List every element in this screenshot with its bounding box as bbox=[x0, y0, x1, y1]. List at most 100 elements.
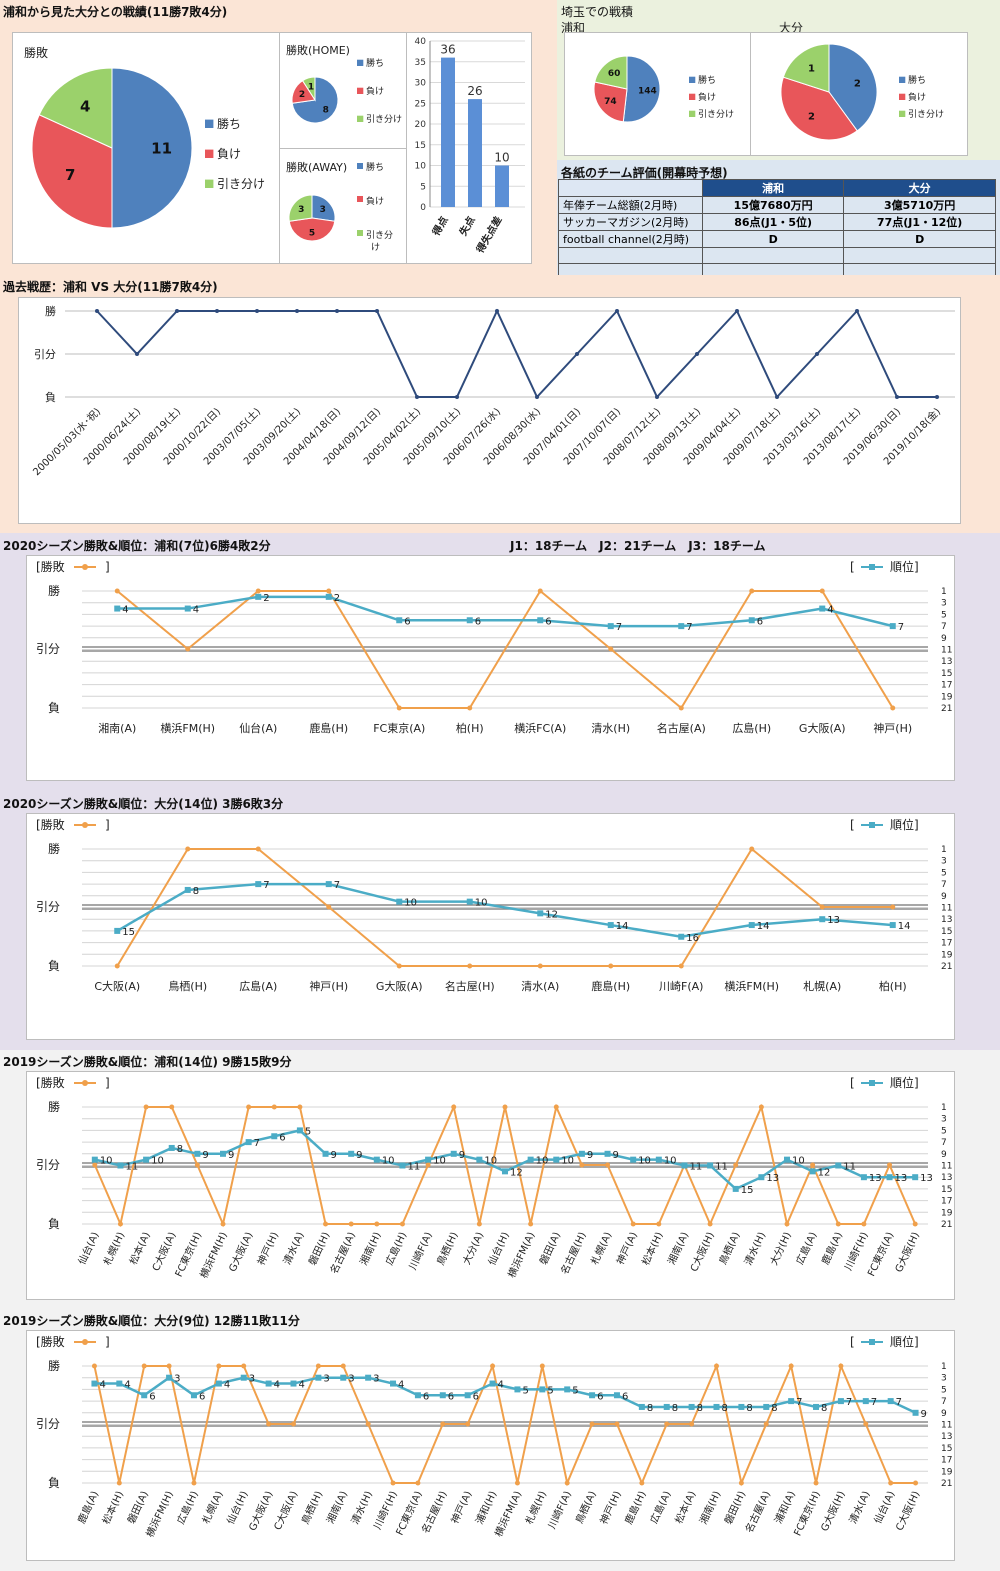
season-rank-point bbox=[116, 1380, 123, 1387]
history-x-label: 2000/05/03(水･祝) bbox=[30, 405, 103, 478]
season-result-point bbox=[266, 1421, 272, 1427]
season-result-point bbox=[913, 1480, 919, 1486]
season-rank-point bbox=[681, 1162, 688, 1169]
overall-legend-item: 勝ち bbox=[217, 116, 241, 131]
saitama-urawa-legend-swatch bbox=[689, 76, 696, 83]
season-rank-tick: 9 bbox=[941, 1150, 947, 1160]
history-point bbox=[815, 352, 819, 356]
season-result-point bbox=[514, 1480, 520, 1486]
season-x-label: G大阪(A) bbox=[246, 1489, 276, 1533]
season-rank-label: 8 bbox=[697, 1403, 703, 1414]
history-point bbox=[855, 309, 859, 313]
season-rank-point bbox=[835, 1162, 842, 1169]
season-rank-point bbox=[373, 1156, 380, 1163]
season-result-point bbox=[810, 1162, 816, 1168]
season-x-label: 広島(A) bbox=[793, 1230, 819, 1267]
season-x-label: 柏(H) bbox=[456, 721, 484, 735]
goals-y-tick: 35 bbox=[415, 58, 426, 68]
away-pie-slice bbox=[311, 194, 336, 222]
season-rank-label: 4 bbox=[99, 1380, 105, 1391]
season-rank-label: 15 bbox=[122, 927, 135, 938]
season-rank-label: 8 bbox=[672, 1403, 678, 1414]
season-rank-point bbox=[564, 1386, 571, 1393]
season-rank-tick: 15 bbox=[941, 669, 952, 679]
season-rank-point bbox=[190, 1392, 197, 1399]
away-legend-item: 負け bbox=[366, 195, 384, 207]
season-rank-line bbox=[94, 1376, 917, 1414]
eval-cell: 86点(J1・5位) bbox=[701, 213, 845, 231]
saitama-oita-legend-swatch bbox=[899, 93, 906, 100]
season-legend-right-bracket: [ bbox=[850, 560, 855, 574]
season-rank-tick: 17 bbox=[941, 939, 952, 949]
saitama-oita-legend-swatch bbox=[899, 76, 906, 83]
top-title: 浦和から見た大分との戦績(11勝7敗4分) bbox=[3, 5, 228, 19]
season-rank-label: 7 bbox=[334, 880, 340, 891]
season-x-label: 磐田(H) bbox=[721, 1489, 748, 1527]
season-rank-tick: 19 bbox=[941, 692, 953, 702]
season-rank-point bbox=[912, 1409, 919, 1416]
season-result-point bbox=[758, 1104, 764, 1110]
goals-y-tick: 5 bbox=[420, 182, 426, 192]
season-x-label: 広島(H) bbox=[174, 1489, 201, 1527]
season-rank-point bbox=[396, 898, 403, 905]
season-rank-label: 5 bbox=[522, 1385, 528, 1396]
season-rank-label: 4 bbox=[122, 605, 128, 616]
season-result-point bbox=[838, 1363, 844, 1369]
season-rank-tick: 15 bbox=[941, 1185, 952, 1195]
overall-legend-swatch bbox=[205, 149, 214, 158]
season-x-label: 湘南(H) bbox=[357, 1230, 384, 1268]
season-result-point bbox=[749, 588, 755, 594]
season-result-point bbox=[365, 1421, 371, 1427]
season-result-point bbox=[91, 1363, 97, 1369]
season-rank-point bbox=[215, 1380, 222, 1387]
saitama-oita-legend-item: 負け bbox=[908, 91, 926, 103]
season-result-point bbox=[813, 1480, 819, 1486]
season-legend-right: 順位] bbox=[890, 1334, 919, 1349]
season-result-point bbox=[143, 1104, 149, 1110]
season-rank-point bbox=[325, 881, 332, 888]
eval-cell: 3億5710万円 bbox=[843, 196, 996, 214]
season-x-label: 川崎F(H) bbox=[371, 1489, 400, 1532]
season-rank-label: 4 bbox=[398, 1380, 404, 1391]
season-rank-tick: 19 bbox=[941, 1467, 953, 1477]
season-rank-point bbox=[184, 605, 191, 612]
history-point bbox=[455, 395, 459, 399]
season-x-label: 横浜FC(A) bbox=[514, 721, 566, 735]
season-result-point bbox=[678, 963, 684, 969]
season-result-point bbox=[707, 1221, 713, 1227]
season-rank-tick: 17 bbox=[941, 1456, 952, 1466]
season-x-label: 磐田(A) bbox=[537, 1230, 563, 1267]
season-rank-label: 13 bbox=[827, 915, 840, 926]
saitama-oita-pie-slice bbox=[782, 43, 830, 93]
season-legend-left: [勝敗 bbox=[36, 1075, 65, 1090]
goals-data-label: 10 bbox=[494, 151, 509, 165]
season-rank-label: 7 bbox=[616, 622, 622, 633]
history-point bbox=[655, 395, 659, 399]
season-rank-point bbox=[738, 1403, 745, 1410]
season-y-label: 負 bbox=[48, 701, 60, 715]
season-rank-point bbox=[396, 617, 403, 624]
season-rank-point bbox=[813, 1403, 820, 1410]
saitama-oita-legend-swatch bbox=[899, 110, 906, 117]
season-rank-label: 10 bbox=[792, 1156, 805, 1167]
home-pie-slice bbox=[301, 76, 316, 102]
season-x-label: 湘南(A) bbox=[324, 1489, 350, 1526]
goals-y-tick: 20 bbox=[415, 120, 427, 130]
season-legend-left: [勝敗 bbox=[36, 559, 65, 574]
season-rank-point bbox=[758, 1174, 765, 1181]
season-chart-title: 2019シーズン勝敗&順位：浦和(14位) 9勝15敗9分 bbox=[3, 1055, 292, 1069]
season-chart-title: 2020シーズン勝敗&順位：浦和(7位)6勝4敗2分 bbox=[3, 539, 271, 553]
season-rank-label: 7 bbox=[846, 1397, 852, 1408]
overall-pie-slice bbox=[38, 67, 113, 149]
season-rank-label: 12 bbox=[818, 1167, 831, 1178]
overall-legend-swatch bbox=[205, 119, 214, 128]
season-rank-label: 3 bbox=[174, 1374, 180, 1385]
season-rank-tick: 7 bbox=[941, 1397, 947, 1407]
season-rank-label: 10 bbox=[561, 1156, 574, 1167]
season-y-label: 引分 bbox=[36, 900, 60, 914]
season-rank-point bbox=[809, 1168, 816, 1175]
season-x-label: 鳥栖(A) bbox=[572, 1489, 598, 1526]
season-rank-point bbox=[296, 1127, 303, 1134]
season-result-point bbox=[890, 705, 896, 711]
season-rank-point bbox=[502, 1168, 508, 1175]
